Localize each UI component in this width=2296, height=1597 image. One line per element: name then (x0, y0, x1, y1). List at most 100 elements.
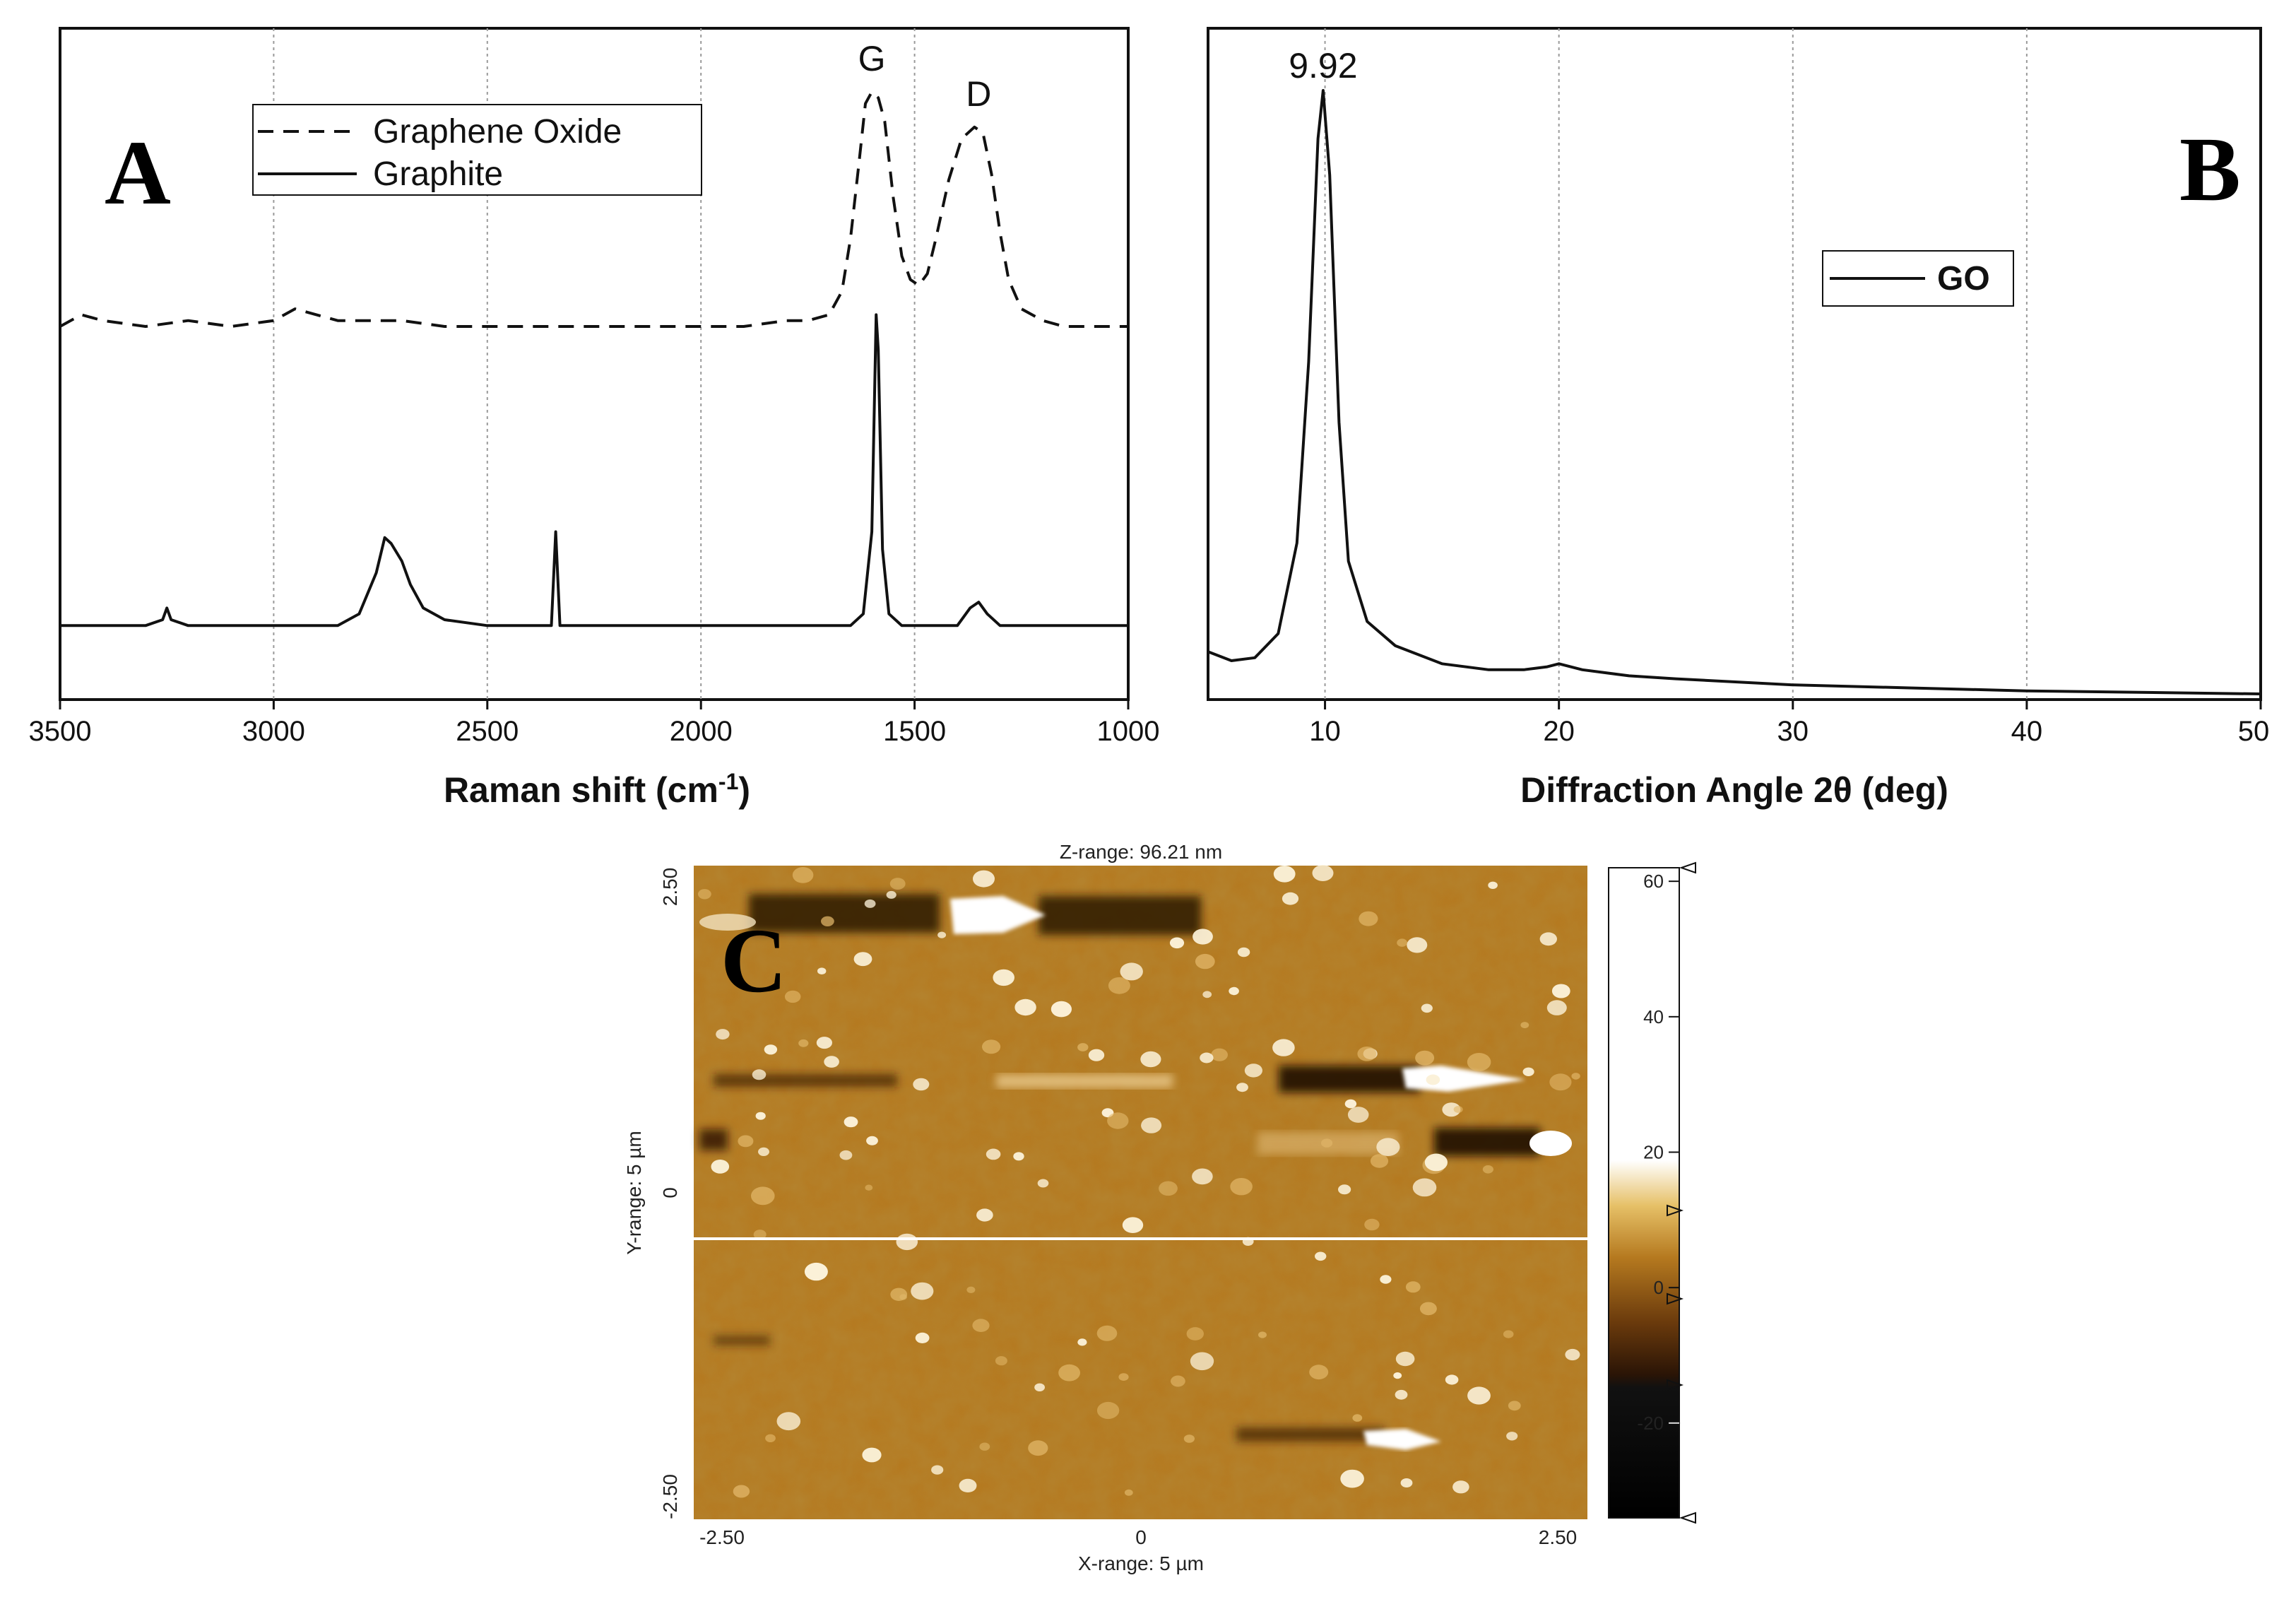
afm-y-tick: -2.50 (659, 1474, 681, 1519)
panel-b-frame (1207, 27, 2262, 701)
afm-particle (1077, 1043, 1089, 1051)
afm-particle (1482, 1165, 1493, 1174)
afm-particle (1442, 1102, 1461, 1117)
afm-particle (1088, 1049, 1105, 1061)
afm-z-range: Z-range: 96.21 nm (1060, 841, 1222, 863)
afm-x-tick: 2.50 (1539, 1526, 1578, 1548)
afm-particle (1124, 1489, 1133, 1496)
afm-particle (804, 1262, 828, 1281)
afm-particle (913, 1078, 930, 1091)
afm-particle (1395, 1389, 1408, 1400)
afm-particle (1508, 1401, 1521, 1411)
panel-a-tick-label: 3000 (242, 716, 305, 747)
afm-particle (1488, 881, 1498, 890)
colorbar-tick-label: 40 (1643, 1006, 1664, 1027)
colorbar-tick-label: -20 (1637, 1413, 1664, 1434)
afm-particle (911, 1282, 934, 1300)
afm-particle (753, 1230, 767, 1239)
afm-particle (1108, 977, 1130, 994)
series-line-graphite (60, 313, 1128, 627)
afm-particle (1364, 1218, 1380, 1231)
afm-particle (1193, 929, 1213, 945)
panel-a-tick-label: 1500 (883, 716, 946, 747)
afm-particle (824, 1056, 839, 1068)
afm-x-ticks: -2.50 0 2.50 (699, 1526, 1577, 1548)
afm-particle (1195, 953, 1215, 970)
afm-particle (1118, 1373, 1129, 1381)
afm-particle (1202, 991, 1212, 998)
afm-particle (1186, 1327, 1205, 1340)
afm-particle (1309, 1365, 1329, 1380)
afm-particle (1405, 1281, 1421, 1293)
afm-particle (1370, 1154, 1389, 1168)
afm-particle (1190, 1352, 1214, 1371)
panel-a-frame (59, 27, 1130, 701)
panel-b-x-axis-title: Diffraction Angle 2θ (deg) (1520, 770, 1948, 810)
colorbar-tick-label: 0 (1654, 1277, 1664, 1298)
afm-particle (1426, 1074, 1440, 1085)
panel-b-tick-label: 10 (1309, 716, 1341, 747)
afm-y-tick: 2.50 (659, 868, 681, 907)
panel-a-series (60, 90, 1128, 627)
afm-particle (1407, 937, 1428, 953)
panel-a-tick-label: 3500 (29, 716, 92, 747)
afm-particle (1315, 1251, 1327, 1261)
afm-y-ticks: 2.50 0 -2.50 (659, 868, 681, 1519)
panel-a-tick-label: 1000 (1097, 716, 1160, 747)
afm-particle (1141, 1117, 1162, 1133)
afm-particle (764, 1044, 778, 1055)
afm-x-tick: 0 (1135, 1526, 1147, 1548)
afm-particle (1312, 865, 1334, 881)
panel-b-xrd: 10 20 30 40 50 9.92 GO B Diffraction Angle 2… (1207, 27, 2269, 810)
afm-particle (698, 889, 711, 900)
afm-particle (976, 1208, 993, 1222)
afm-particle (890, 1287, 908, 1302)
afm-particle (1520, 1022, 1529, 1029)
legend-label-go: GO (1937, 260, 1990, 297)
panel-c-letter: C (721, 910, 787, 1012)
afm-particle (1120, 962, 1143, 981)
afm-particle (1380, 1275, 1392, 1284)
afm-particle (1467, 1386, 1491, 1405)
afm-particle (1506, 1432, 1518, 1441)
afm-particle (931, 1465, 944, 1475)
afm-particle (1421, 1003, 1433, 1013)
afm-particle (1058, 1364, 1080, 1381)
afm-particle (1034, 1383, 1045, 1392)
panel-b-annotations: 9.92 (1289, 46, 1357, 86)
afm-image (694, 865, 1587, 1519)
afm-particle (853, 952, 872, 967)
afm-x-range: X-range: 5 µm (1078, 1552, 1204, 1574)
afm-particle (1415, 1050, 1435, 1066)
afm-particle (1424, 1153, 1448, 1172)
panel-a-raman: 3500 3000 2500 2000 1500 1000 GD Graphene Oxi… (29, 27, 1160, 810)
afm-particle (1236, 1083, 1248, 1092)
afm-particle (966, 1286, 976, 1294)
afm-particle (817, 967, 827, 974)
afm-particle (995, 1356, 1007, 1366)
afm-particle (1467, 1053, 1491, 1071)
afm-particle (973, 870, 995, 888)
afm-particle (986, 1148, 1001, 1160)
afm-particle (1393, 1372, 1402, 1379)
afm-dark-streaks (699, 894, 1540, 1442)
afm-particle (755, 1112, 766, 1120)
afm-particle (752, 1069, 767, 1080)
afm-particle (1237, 947, 1250, 957)
afm-particle (792, 867, 814, 883)
afm-particle (1159, 1181, 1178, 1196)
peak-label-d: D (966, 74, 991, 114)
afm-particle (1539, 932, 1557, 946)
panel-b-tick-label: 20 (1543, 716, 1575, 747)
afm-colorbar: 60 40 20 0 -20 (1608, 861, 1696, 1524)
afm-particle (1229, 986, 1239, 996)
panel-b-series (1208, 89, 2261, 695)
afm-particle (751, 1186, 775, 1206)
afm-particle (1273, 866, 1296, 883)
afm-particle (915, 1332, 930, 1343)
afm-particle (1096, 1401, 1120, 1420)
afm-particle (1453, 1106, 1463, 1113)
afm-particle (1412, 1178, 1437, 1197)
afm-particle (993, 969, 1014, 986)
